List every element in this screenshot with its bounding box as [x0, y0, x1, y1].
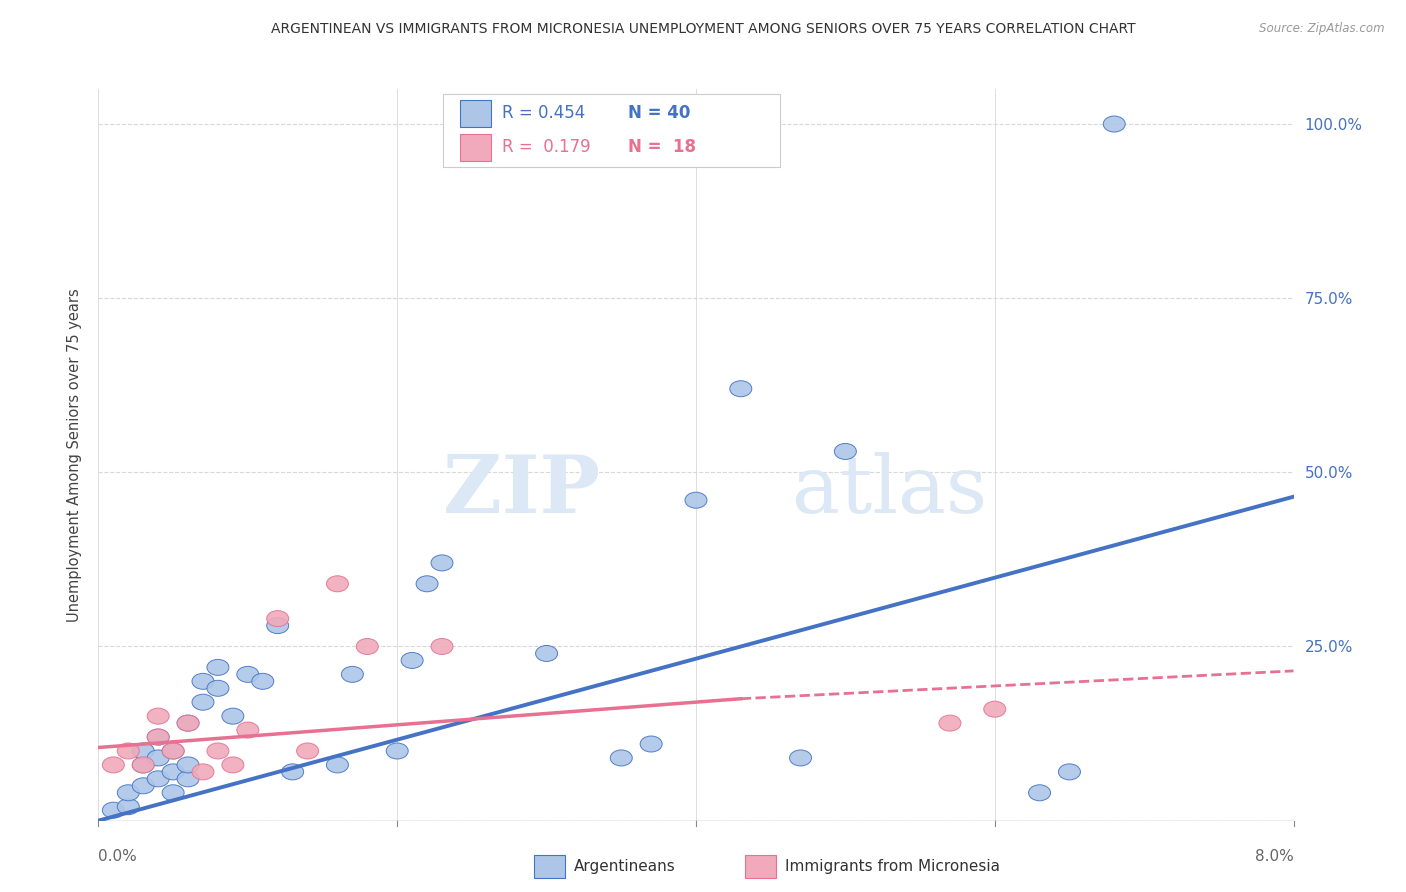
- Ellipse shape: [193, 764, 214, 780]
- Ellipse shape: [193, 694, 214, 710]
- Ellipse shape: [356, 639, 378, 655]
- Ellipse shape: [984, 701, 1005, 717]
- Ellipse shape: [326, 576, 349, 591]
- Ellipse shape: [326, 757, 349, 772]
- Ellipse shape: [117, 785, 139, 801]
- Ellipse shape: [640, 736, 662, 752]
- Ellipse shape: [103, 757, 124, 772]
- Ellipse shape: [148, 771, 169, 787]
- Ellipse shape: [401, 652, 423, 668]
- Ellipse shape: [132, 757, 155, 772]
- Ellipse shape: [132, 757, 155, 772]
- Text: R = 0.454: R = 0.454: [502, 104, 585, 122]
- Ellipse shape: [432, 555, 453, 571]
- Ellipse shape: [1029, 785, 1050, 801]
- Ellipse shape: [177, 757, 200, 772]
- Ellipse shape: [207, 681, 229, 697]
- Ellipse shape: [117, 798, 139, 814]
- Ellipse shape: [193, 673, 214, 690]
- Ellipse shape: [162, 785, 184, 801]
- Y-axis label: Unemployment Among Seniors over 75 years: Unemployment Among Seniors over 75 years: [67, 288, 83, 622]
- Ellipse shape: [148, 708, 169, 724]
- Ellipse shape: [1104, 116, 1125, 132]
- Ellipse shape: [236, 666, 259, 682]
- Ellipse shape: [416, 576, 439, 591]
- Ellipse shape: [267, 611, 288, 626]
- Ellipse shape: [790, 750, 811, 766]
- Ellipse shape: [162, 743, 184, 759]
- Ellipse shape: [162, 764, 184, 780]
- Ellipse shape: [177, 715, 200, 731]
- Ellipse shape: [148, 729, 169, 745]
- Ellipse shape: [297, 743, 319, 759]
- Ellipse shape: [387, 743, 408, 759]
- Ellipse shape: [834, 443, 856, 459]
- Text: ARGENTINEAN VS IMMIGRANTS FROM MICRONESIA UNEMPLOYMENT AMONG SENIORS OVER 75 YEA: ARGENTINEAN VS IMMIGRANTS FROM MICRONESI…: [271, 22, 1135, 37]
- Text: atlas: atlas: [792, 452, 987, 531]
- Ellipse shape: [730, 381, 752, 397]
- Ellipse shape: [281, 764, 304, 780]
- Ellipse shape: [252, 673, 274, 690]
- Ellipse shape: [207, 659, 229, 675]
- Ellipse shape: [117, 743, 139, 759]
- Text: N = 40: N = 40: [628, 104, 690, 122]
- Ellipse shape: [222, 757, 243, 772]
- Ellipse shape: [132, 743, 155, 759]
- Ellipse shape: [148, 729, 169, 745]
- Ellipse shape: [939, 715, 960, 731]
- Ellipse shape: [132, 778, 155, 794]
- Text: Immigrants from Micronesia: Immigrants from Micronesia: [785, 859, 1000, 873]
- Ellipse shape: [1059, 764, 1080, 780]
- Ellipse shape: [536, 646, 558, 662]
- Text: Argentineans: Argentineans: [574, 859, 675, 873]
- Ellipse shape: [103, 802, 124, 818]
- Ellipse shape: [148, 750, 169, 766]
- Ellipse shape: [267, 617, 288, 633]
- Ellipse shape: [177, 771, 200, 787]
- Ellipse shape: [432, 639, 453, 655]
- Ellipse shape: [162, 743, 184, 759]
- Ellipse shape: [207, 743, 229, 759]
- Text: 8.0%: 8.0%: [1254, 848, 1294, 863]
- Ellipse shape: [222, 708, 243, 724]
- Text: 0.0%: 0.0%: [98, 848, 138, 863]
- Text: Source: ZipAtlas.com: Source: ZipAtlas.com: [1260, 22, 1385, 36]
- Ellipse shape: [236, 723, 259, 738]
- Ellipse shape: [342, 666, 363, 682]
- Ellipse shape: [177, 715, 200, 731]
- Text: N =  18: N = 18: [628, 138, 696, 156]
- Ellipse shape: [685, 492, 707, 508]
- Text: R =  0.179: R = 0.179: [502, 138, 591, 156]
- Text: ZIP: ZIP: [443, 452, 600, 531]
- Ellipse shape: [610, 750, 633, 766]
